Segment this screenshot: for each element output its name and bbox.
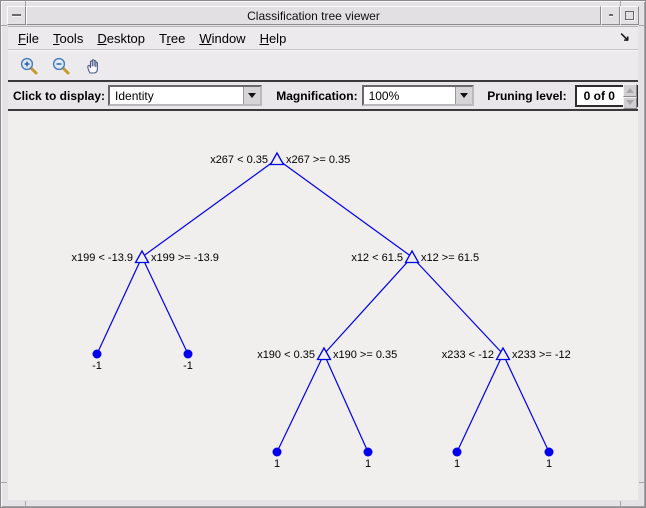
magnification-combobox-value: 100% [368, 89, 400, 103]
tree-split-label-right: x233 >= -12 [512, 349, 571, 361]
tree-leaf-label: -1 [183, 360, 193, 372]
frame-seam [639, 482, 645, 483]
frame-seam [1, 25, 7, 26]
tree-split-node[interactable] [316, 346, 332, 361]
tree-split-label-right: x190 >= 0.35 [333, 349, 397, 361]
maximize-button[interactable] [620, 6, 639, 25]
frame-seam [1, 482, 7, 483]
display-combobox-value: Identity [115, 89, 154, 103]
control-bar: Click to display: Identity Magnification… [8, 80, 638, 111]
menu-item-tools[interactable]: Tools [52, 30, 84, 46]
tree-edge [141, 158, 278, 258]
menu-item-help[interactable]: Help [259, 30, 287, 46]
spinner-up-button[interactable] [623, 84, 637, 97]
window-menu-button[interactable] [7, 6, 26, 25]
display-combobox-button[interactable] [243, 87, 261, 104]
menu-item-tree[interactable]: Tree [159, 30, 186, 46]
tree-split-label-left: x199 < -13.9 [72, 252, 133, 264]
frame-seam [25, 501, 26, 507]
pruning-level-field[interactable]: 0 of 0 [574, 84, 638, 107]
tree-edge [276, 158, 413, 258]
tree-leaf-node[interactable] [92, 349, 102, 359]
title-bar[interactable]: Classification tree viewer [7, 6, 639, 25]
tree-leaf-node[interactable] [363, 447, 373, 457]
menu-item-window[interactable]: Window [199, 30, 246, 46]
tree-split-label-left: x233 < -12 [442, 349, 494, 361]
tree-edge [276, 353, 325, 453]
menu-item-file[interactable]: File [18, 30, 39, 46]
frame-seam [639, 25, 645, 26]
tree-leaf-label: 1 [274, 458, 280, 470]
tree-leaf-label: 1 [454, 458, 460, 470]
pruning-level-label: Pruning level: [487, 88, 567, 103]
minimize-icon [608, 14, 613, 17]
tree-edge [411, 256, 504, 355]
magnification-combobox[interactable]: 100% [361, 85, 475, 106]
zoom-out-button[interactable] [50, 55, 72, 77]
zoom-in-icon [20, 57, 38, 74]
zoom-out-icon [52, 57, 70, 74]
click-to-display-label: Click to display: [13, 88, 106, 103]
frame-seam [620, 501, 621, 507]
chevron-down-icon [626, 100, 634, 106]
dock-figure-icon[interactable]: ↘ [619, 29, 630, 44]
maximize-icon [625, 11, 634, 20]
tree-edge [323, 256, 413, 355]
window-title: Classification tree viewer [26, 6, 601, 25]
tree-canvas: x267 < 0.35 x267 >= 0.35 x199 < -13.9 x199 … [8, 111, 638, 500]
pan-hand-icon [87, 58, 98, 74]
chevron-down-icon [460, 93, 469, 98]
tree-split-node[interactable] [134, 249, 150, 264]
tree-edge [141, 256, 189, 355]
tree-leaf-node[interactable] [272, 447, 282, 457]
magnification-label: Magnification: [276, 88, 358, 103]
tree-leaf-node[interactable] [452, 447, 462, 457]
spinner-down-button[interactable] [623, 96, 637, 109]
chevron-down-icon [248, 93, 257, 98]
chevron-up-icon [626, 87, 634, 93]
tree-split-label-right: x267 >= 0.35 [286, 154, 350, 166]
tree-edge [96, 256, 143, 355]
pruning-spinner [623, 84, 637, 109]
tree-edge [456, 353, 504, 453]
magnification-combobox-button[interactable] [455, 87, 473, 104]
tree-edge [323, 353, 369, 453]
tree-split-node[interactable] [404, 249, 420, 264]
tree-split-label-right: x199 >= -13.9 [151, 252, 219, 264]
window-menu-icon [12, 14, 21, 17]
menu-item-desktop[interactable]: Desktop [97, 30, 146, 46]
pan-button[interactable] [82, 55, 104, 77]
toolbar [8, 50, 638, 80]
tree-leaf-node[interactable] [544, 447, 554, 457]
tree-edge [502, 353, 550, 453]
tree-svg: x267 < 0.35 x267 >= 0.35 x199 < -13.9 x199 … [72, 151, 571, 470]
client-area: File Tools Desktop Tree Window Help ↘ [8, 26, 638, 500]
tree-leaf-label: -1 [92, 360, 102, 372]
display-combobox[interactable]: Identity [108, 85, 263, 106]
tree-leaf-label: 1 [546, 458, 552, 470]
tree-leaf-label: 1 [365, 458, 371, 470]
tree-leaf-node[interactable] [183, 349, 193, 359]
frame-seam [25, 1, 26, 7]
zoom-in-button[interactable] [18, 55, 40, 77]
tree-split-label-left: x267 < 0.35 [210, 154, 268, 166]
menu-bar: File Tools Desktop Tree Window Help ↘ [8, 27, 638, 50]
tree-split-label-right: x12 >= 61.5 [421, 252, 479, 264]
tree-split-label-left: x190 < 0.35 [257, 349, 315, 361]
tree-split-label-left: x12 < 61.5 [351, 252, 403, 264]
frame-seam [620, 1, 621, 7]
minimize-button[interactable] [601, 6, 620, 25]
tree-split-node[interactable] [495, 346, 511, 361]
tree-split-node[interactable] [269, 151, 285, 166]
